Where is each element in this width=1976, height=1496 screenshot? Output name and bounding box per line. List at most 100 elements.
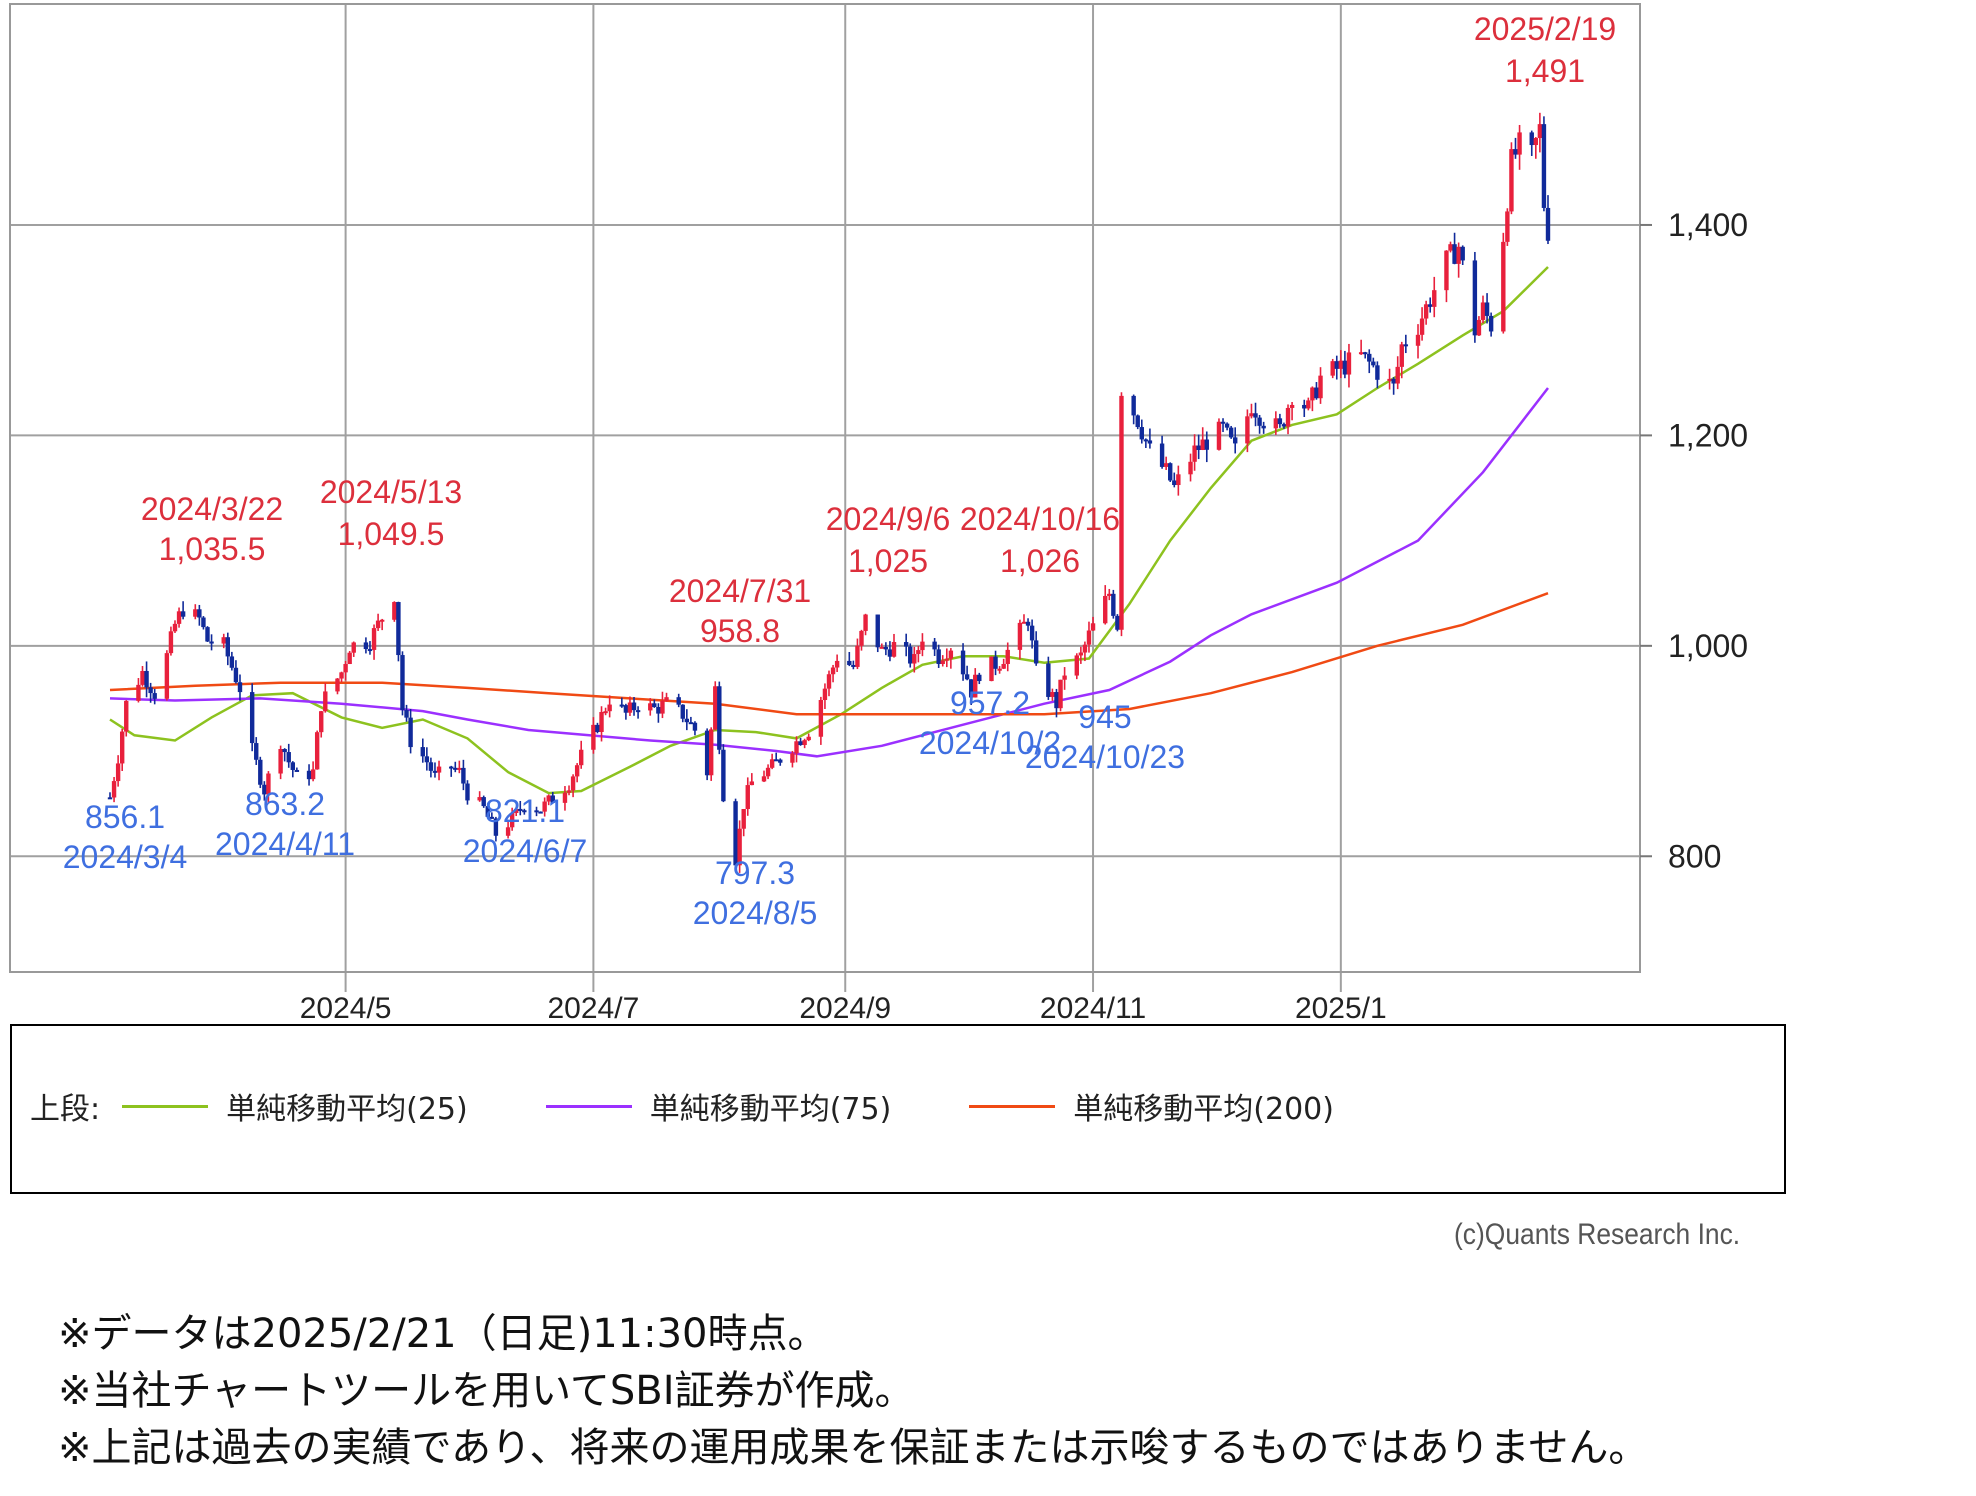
candle-body <box>493 818 499 836</box>
candle-body <box>997 668 1002 671</box>
candle-body <box>574 765 580 777</box>
candle-body <box>254 743 259 760</box>
x-tick-label: 2024/9 <box>799 992 891 1020</box>
candle-body <box>664 697 669 701</box>
annotation-date: 2024/5/13 <box>320 474 462 510</box>
copyright-credit: (c)Quants Research Inc. <box>1453 1218 1740 1251</box>
y-tick-label: 1,000 <box>1668 628 1748 664</box>
candle-body <box>1204 439 1209 450</box>
candle-body <box>538 811 543 814</box>
candle-body <box>335 678 340 692</box>
candlesticks <box>107 112 1551 873</box>
ma-line-1 <box>109 387 1549 758</box>
candle-body <box>761 776 767 782</box>
candle-body <box>562 792 568 803</box>
candle-body <box>1228 427 1234 438</box>
candle-body <box>1058 679 1063 709</box>
candle-body <box>144 671 149 688</box>
candle-body <box>1399 344 1404 367</box>
candle-body <box>404 710 409 718</box>
candle-body <box>806 736 811 741</box>
candle-body <box>546 795 551 802</box>
candle-body <box>741 809 746 829</box>
candle-body <box>1082 644 1088 653</box>
candle-body <box>233 667 239 683</box>
candle-body <box>1188 461 1193 475</box>
candle-body <box>1249 413 1254 417</box>
candle-body <box>879 646 885 649</box>
candle-body <box>798 741 803 745</box>
candle-body <box>948 650 954 659</box>
candle-body <box>1472 260 1478 336</box>
candle-body <box>290 762 295 770</box>
candle-body <box>266 773 271 795</box>
candle-body <box>656 706 661 714</box>
candle-body <box>1334 361 1339 369</box>
candle-body <box>197 609 202 618</box>
candle-body <box>461 767 466 784</box>
y-tick-label: 1,200 <box>1668 417 1748 453</box>
candle-body <box>1444 250 1449 291</box>
candle-body <box>1476 319 1482 336</box>
candle-body <box>107 797 113 800</box>
candle-body <box>704 730 710 776</box>
candle-body <box>1517 132 1522 155</box>
grid-lines <box>10 4 1640 992</box>
candle-body <box>977 674 982 682</box>
annotation-date: 2024/10/16 <box>960 501 1120 537</box>
annotation-date: 2024/7/31 <box>669 573 811 609</box>
candle-body <box>891 642 897 657</box>
candle-body <box>237 682 243 693</box>
candle-body <box>1302 404 1307 409</box>
candle-body <box>225 637 231 657</box>
candle-body <box>148 687 153 694</box>
annotation-date: 2025/2/19 <box>1474 11 1616 47</box>
candle-body <box>209 641 214 644</box>
candle-body <box>400 655 405 711</box>
candle-body <box>635 710 641 713</box>
candle-body <box>1488 315 1494 332</box>
candle-body <box>1062 675 1067 680</box>
candle-body <box>964 674 970 680</box>
candle-body <box>534 810 539 813</box>
candle-body <box>1306 400 1311 409</box>
candle-body <box>595 724 600 732</box>
candle-body <box>887 649 893 657</box>
candle-body <box>1029 625 1035 641</box>
candle-body <box>282 749 287 753</box>
annotation-value: 958.8 <box>700 613 780 649</box>
candle-body <box>680 704 685 719</box>
candle-body <box>688 722 694 725</box>
candle-body <box>1119 395 1124 630</box>
candle-body <box>684 718 690 723</box>
candle-body <box>420 747 425 757</box>
candle-body <box>883 646 889 650</box>
candle-body <box>258 759 263 785</box>
annotation-date: 2024/6/7 <box>463 833 588 869</box>
candle-body <box>449 766 454 769</box>
candle-body <box>1168 463 1173 481</box>
annotation-date: 2024/10/23 <box>1025 739 1185 775</box>
candle-body <box>351 642 356 653</box>
candle-body <box>1001 663 1006 669</box>
annotation-date: 2024/9/6 <box>826 501 951 537</box>
candle-body <box>1025 621 1031 626</box>
candle-body <box>457 767 462 770</box>
candle-body <box>676 697 681 705</box>
candle-body <box>1086 630 1092 645</box>
candle-body <box>201 617 206 628</box>
candle-body <box>550 795 555 803</box>
legend-item-ma75: 単純移動平均(75) <box>524 1084 891 1128</box>
candle-body <box>310 769 316 780</box>
candle-body <box>1159 443 1165 467</box>
candle-body <box>579 749 584 766</box>
candle-body <box>733 801 738 866</box>
candle-body <box>932 641 937 650</box>
candle-body <box>802 740 807 745</box>
candle-body <box>912 654 917 664</box>
candle-body <box>124 700 129 732</box>
candle-body <box>168 631 174 654</box>
candle-body <box>514 808 519 813</box>
candle-body <box>1285 407 1291 427</box>
candle-body <box>1395 366 1400 384</box>
